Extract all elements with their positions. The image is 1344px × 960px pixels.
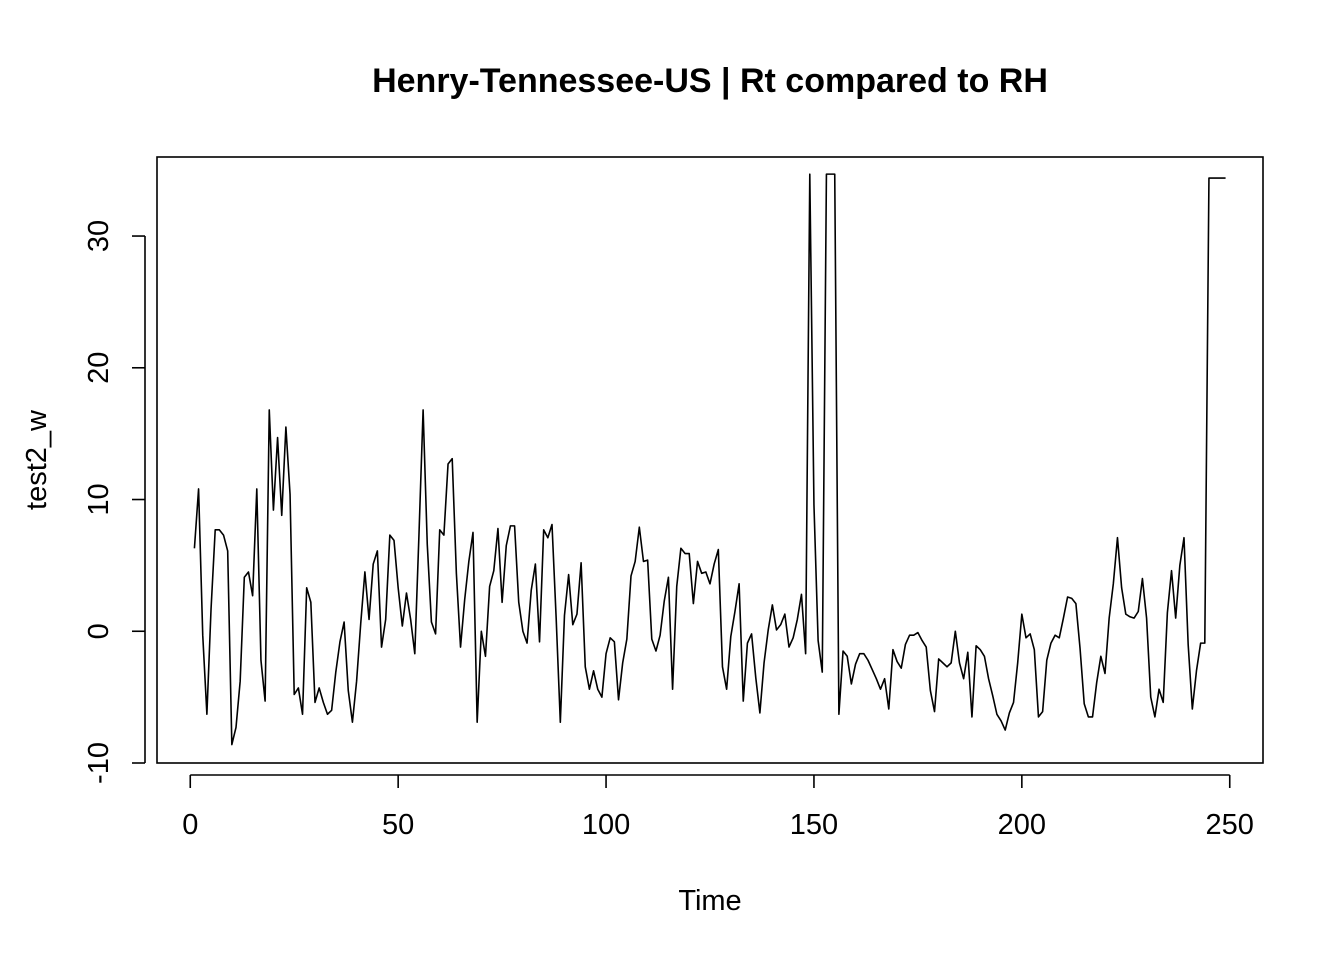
- x-axis-label: Time: [678, 885, 741, 917]
- y-tick-label: 20: [83, 352, 115, 384]
- x-tick-label: 250: [1206, 809, 1254, 841]
- y-tick-label: 30: [83, 220, 115, 252]
- series-line: [193, 173, 1226, 746]
- y-tick-label: 10: [83, 483, 115, 515]
- x-tick-label: 150: [790, 809, 838, 841]
- chart-title: Henry-Tennessee-US | Rt compared to RH: [372, 62, 1048, 100]
- y-tick-label: 0: [83, 623, 115, 639]
- plot-frame: [156, 156, 1264, 764]
- x-tick-label: 50: [382, 809, 414, 841]
- x-tick-label: 100: [582, 809, 630, 841]
- x-tick-label: 200: [998, 809, 1046, 841]
- y-tick-label: -10: [83, 742, 115, 784]
- y-axis-label: test2_w: [21, 409, 53, 510]
- x-tick-label: 0: [182, 809, 198, 841]
- y-axis: -10 0 10 20 30: [83, 220, 146, 784]
- x-axis: 0 50 100 150 200 250: [182, 774, 1254, 841]
- series-group: [193, 173, 1226, 746]
